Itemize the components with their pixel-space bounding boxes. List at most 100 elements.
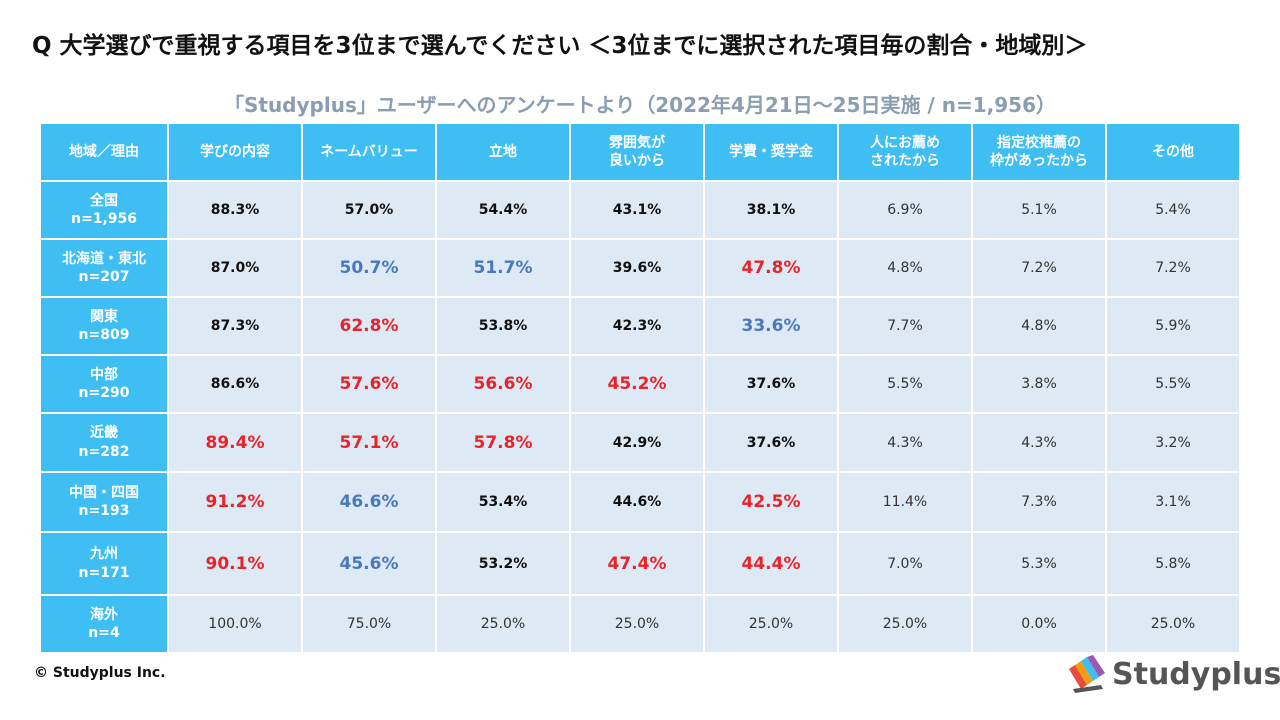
value-cell: 11.4% [839, 473, 971, 531]
column-header: 学びの内容 [169, 124, 301, 180]
region-name: 海外 [90, 606, 118, 623]
value-cell: 5.4% [1107, 182, 1239, 238]
column-header: 地域／理由 [41, 124, 167, 180]
page-title: Q 大学選びで重視する項目を3位まで選んでください ＜3位までに選択された項目毎… [32, 33, 1088, 59]
logo-wordmark: Studyplus [1112, 657, 1280, 692]
value-cell: 5.8% [1107, 533, 1239, 594]
value-cell: 5.9% [1107, 298, 1239, 354]
value-cell: 62.8% [303, 298, 435, 354]
value-cell: 86.6% [169, 356, 301, 412]
table-row: 北海道・東北 n=207 87.0% 50.7% 51.7% 39.6% 47.8% 4.8%… [41, 240, 1239, 296]
value-cell: 45.2% [571, 356, 703, 412]
value-cell: 4.8% [973, 298, 1105, 354]
region-cell: 九州 n=171 [41, 533, 167, 594]
value-cell: 54.4% [437, 182, 569, 238]
value-cell: 56.6% [437, 356, 569, 412]
region-sample-size: n=1,956 [71, 211, 137, 227]
value-cell: 5.3% [973, 533, 1105, 594]
value-cell: 37.6% [705, 414, 837, 471]
value-cell: 39.6% [571, 240, 703, 296]
logo-mark-icon [1069, 655, 1105, 693]
column-header-label: 枠があったから [990, 153, 1088, 169]
value-cell: 25.0% [839, 596, 971, 652]
value-cell: 57.0% [303, 182, 435, 238]
value-cell: 75.0% [303, 596, 435, 652]
region-cell: 海外 n=4 [41, 596, 167, 652]
value-cell: 5.1% [973, 182, 1105, 238]
table-row: 関東 n=809 87.3% 62.8% 53.8% 42.3% 33.6% 7.7% 4.8%… [41, 298, 1239, 354]
value-cell: 47.8% [705, 240, 837, 296]
table-row: 近畿 n=282 89.4% 57.1% 57.8% 42.9% 37.6% 4.3% 4.3%… [41, 414, 1239, 471]
value-cell: 87.0% [169, 240, 301, 296]
value-cell: 53.8% [437, 298, 569, 354]
region-sample-size: n=809 [78, 327, 130, 343]
value-cell: 51.7% [437, 240, 569, 296]
region-name: 全国 [90, 192, 118, 209]
value-cell: 33.6% [705, 298, 837, 354]
column-header-label: 立地 [489, 143, 517, 160]
column-header-label: 指定校推薦の [997, 134, 1081, 151]
region-sample-size: n=4 [88, 625, 120, 641]
value-cell: 4.3% [973, 414, 1105, 471]
column-header: ネームバリュー [303, 124, 435, 180]
column-header: 学費・奨学金 [705, 124, 837, 180]
region-cell: 北海道・東北 n=207 [41, 240, 167, 296]
value-cell: 42.3% [571, 298, 703, 354]
value-cell: 44.4% [705, 533, 837, 594]
value-cell: 88.3% [169, 182, 301, 238]
column-header-label: 学費・奨学金 [729, 143, 813, 160]
copyright-text: © Studyplus Inc. [34, 665, 166, 681]
value-cell: 57.8% [437, 414, 569, 471]
column-header-label: ネームバリュー [320, 143, 418, 160]
value-cell: 7.7% [839, 298, 971, 354]
value-cell: 6.9% [839, 182, 971, 238]
value-cell: 4.3% [839, 414, 971, 471]
value-cell: 42.5% [705, 473, 837, 531]
value-cell: 5.5% [839, 356, 971, 412]
column-header-label: 良いから [609, 153, 665, 169]
value-cell: 42.9% [571, 414, 703, 471]
table-row: 海外 n=4 100.0% 75.0% 25.0% 25.0% 25.0% 25.0% 0.0%… [41, 596, 1239, 652]
table-row: 中部 n=290 86.6% 57.6% 56.6% 45.2% 37.6% 5.5% 3.8%… [41, 356, 1239, 412]
column-header-label: その他 [1152, 143, 1194, 160]
value-cell: 7.0% [839, 533, 971, 594]
value-cell: 53.2% [437, 533, 569, 594]
value-cell: 44.6% [571, 473, 703, 531]
value-cell: 46.6% [303, 473, 435, 531]
region-sample-size: n=207 [78, 269, 130, 285]
value-cell: 25.0% [705, 596, 837, 652]
table-body: 全国 n=1,956 88.3% 57.0% 54.4% 43.1% 38.1% 6.9% 5.… [41, 182, 1239, 652]
region-name: 中国・四国 [69, 484, 139, 501]
value-cell: 5.5% [1107, 356, 1239, 412]
column-header: 雰囲気が 良いから [571, 124, 703, 180]
value-cell: 100.0% [169, 596, 301, 652]
value-cell: 37.6% [705, 356, 837, 412]
value-cell: 7.2% [1107, 240, 1239, 296]
value-cell: 3.1% [1107, 473, 1239, 531]
value-cell: 7.2% [973, 240, 1105, 296]
value-cell: 53.4% [437, 473, 569, 531]
value-cell: 89.4% [169, 414, 301, 471]
value-cell: 3.8% [973, 356, 1105, 412]
region-sample-size: n=290 [78, 385, 130, 401]
value-cell: 57.6% [303, 356, 435, 412]
region-sample-size: n=193 [78, 503, 130, 519]
value-cell: 7.3% [973, 473, 1105, 531]
region-name: 中部 [90, 366, 118, 383]
value-cell: 47.4% [571, 533, 703, 594]
value-cell: 3.2% [1107, 414, 1239, 471]
survey-subtitle: 「Studyplus」ユーザーへのアンケートより（2022年4月21日〜25日実… [223, 93, 1056, 117]
value-cell: 25.0% [571, 596, 703, 652]
column-header: 指定校推薦の 枠があったから [973, 124, 1105, 180]
table-row: 全国 n=1,956 88.3% 57.0% 54.4% 43.1% 38.1% 6.9% 5.… [41, 182, 1239, 238]
column-header: 立地 [437, 124, 569, 180]
column-header-label: 雰囲気が [609, 134, 665, 151]
value-cell: 4.8% [839, 240, 971, 296]
region-cell: 近畿 n=282 [41, 414, 167, 471]
region-sample-size: n=171 [78, 564, 130, 581]
column-header-label: 人にお薦め [870, 134, 940, 151]
region-cell: 関東 n=809 [41, 298, 167, 354]
value-cell: 25.0% [437, 596, 569, 652]
region-cell: 中国・四国 n=193 [41, 473, 167, 531]
region-cell: 全国 n=1,956 [41, 182, 167, 238]
